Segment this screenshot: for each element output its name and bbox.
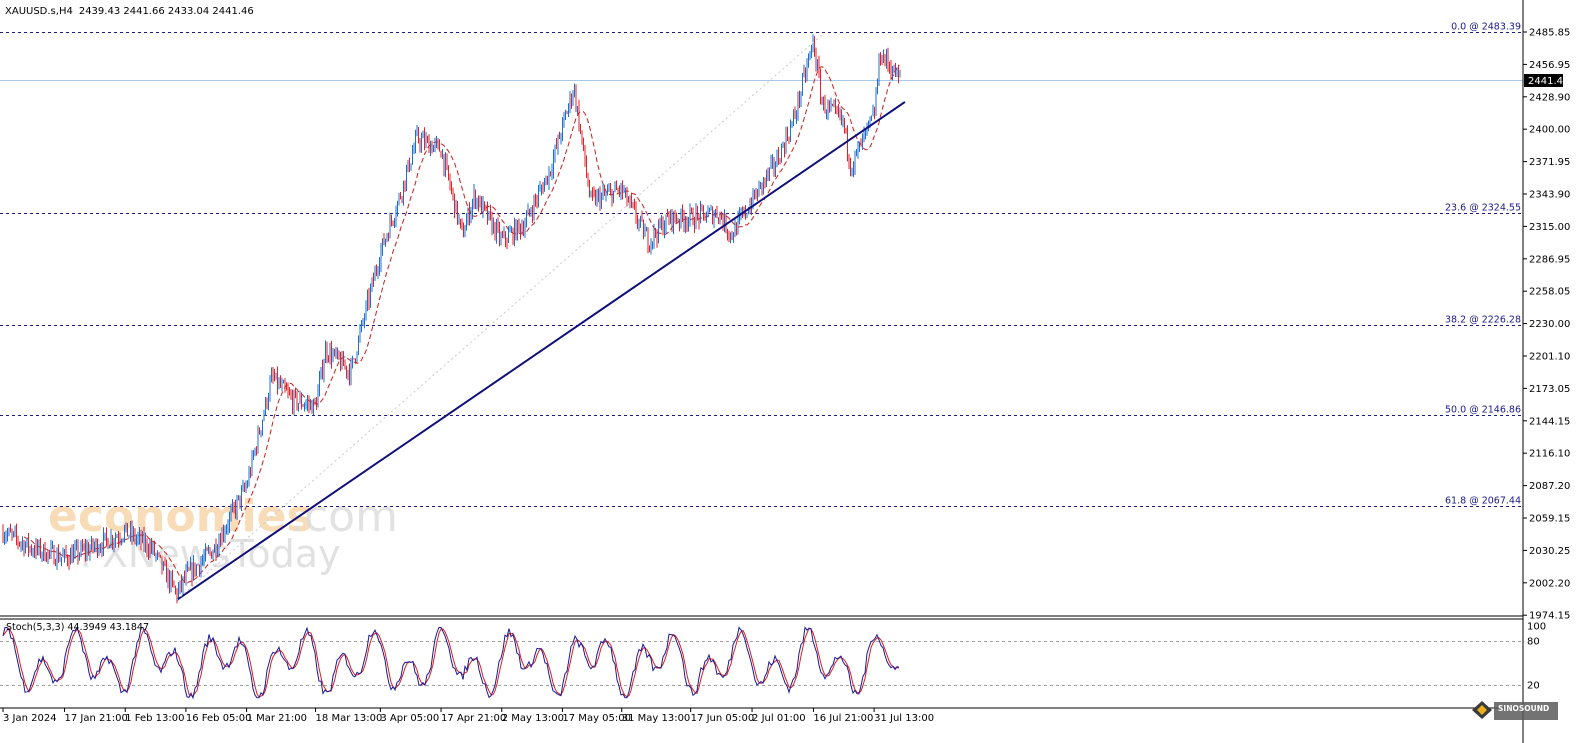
axes (0, 0, 1524, 743)
price-tag-label: 2441.46 (1528, 76, 1569, 87)
stoch-title: Stoch(5,3,3) 44.3949 43.1847 (6, 622, 149, 633)
time-tick-label: 3 Jan 2024 (3, 713, 57, 724)
time-tick-label: 2 May 13:00 (502, 713, 564, 724)
current-price-tag: 2441.46 (1524, 74, 1569, 87)
time-tick-label: 16 Jul 21:00 (813, 713, 873, 724)
moving-average (23, 65, 901, 584)
fib-level-label: 23.6 @ 2324.55 (1445, 203, 1521, 214)
price-tick-label: 2485.85 (1529, 28, 1570, 39)
price-tick-label: 2286.95 (1529, 254, 1570, 265)
time-tick-label: 2 Jul 01:00 (752, 713, 806, 724)
fib-level-label: 0.0 @ 2483.39 (1451, 22, 1521, 33)
watermark: economies .com FXNewsToday (48, 491, 398, 576)
stoch-tick-label: 100 (1527, 622, 1546, 633)
ohlc-label: 2439.43 2441.66 2433.04 2441.46 (79, 6, 254, 17)
time-axis-ticks: 3 Jan 2024 17 Jan 21:001 Feb 13:00 16 Feb … (2, 708, 934, 724)
time-tick-label: 31 Jul 13:00 (874, 713, 934, 724)
price-tick-label: 2059.15 (1529, 514, 1570, 525)
price-tick-label: 2030.25 (1529, 546, 1570, 557)
price-tick-label: 1974.15 (1529, 611, 1570, 622)
price-tick-label: 2230.00 (1529, 319, 1570, 330)
logo-plate (1494, 702, 1558, 720)
stoch-tick-label: 80 (1527, 636, 1540, 647)
time-tick-label: 17 Jan 21:00 (65, 713, 128, 724)
trendline-group (176, 32, 906, 601)
stoch-signal-line (2, 627, 900, 698)
watermark-brand-a: economies (48, 491, 313, 542)
stoch-axis-ticks: 100 80 20 (1527, 622, 1546, 692)
fib-anchor-line (176, 32, 825, 601)
time-tick-label: 3 Apr 05:00 (380, 713, 439, 724)
price-tick-label: 2343.90 (1529, 190, 1570, 201)
price-tick-label: 2116.10 (1529, 449, 1570, 460)
time-tick-label: 1 Feb 13:00 (125, 713, 184, 724)
time-tick-label: 16 Feb 05:00 (186, 713, 252, 724)
moving-average-line (23, 65, 901, 584)
price-tick-label: 2087.20 (1529, 481, 1570, 492)
trendline[interactable] (176, 101, 906, 601)
price-tick-label: 2173.05 (1529, 384, 1570, 395)
price-tick-label: 2002.20 (1529, 578, 1570, 589)
fib-level-label: 61.8 @ 2067.44 (1445, 496, 1521, 507)
time-tick-label: 31 May 13:00 (622, 713, 691, 724)
stoch-main-line (2, 626, 900, 700)
price-axis-ticks: 2485.85 2456.95 2428.90 2400.00 2371.95 2343.… (1523, 28, 1570, 622)
candles (2, 34, 901, 604)
time-tick-label: 17 Jun 05:00 (691, 713, 755, 724)
stoch-levels (0, 641, 1523, 686)
fib-level-label: 50.0 @ 2146.86 (1445, 405, 1521, 416)
price-tick-label: 2201.10 (1529, 352, 1570, 363)
sinosound-logo: SINOSOUND (1472, 701, 1558, 720)
price-tick-label: 2371.95 (1529, 157, 1570, 168)
chart-title: XAUUSD.s,H4 2439.43 2441.66 2433.04 2441.… (5, 6, 254, 17)
price-tick-label: 2428.90 (1529, 92, 1570, 103)
price-tick-label: 2258.05 (1529, 287, 1570, 298)
price-tick-label: 2400.00 (1529, 125, 1570, 136)
logo-text: SINOSOUND (1498, 704, 1549, 713)
stoch-tick-label: 20 (1527, 681, 1540, 692)
time-tick-label: 18 Mar 13:00 (316, 713, 383, 724)
time-tick-label: 1 Mar 21:00 (247, 713, 307, 724)
symbol-label: XAUUSD.s,H4 (5, 6, 73, 17)
time-tick-label: 17 May 05:00 (562, 713, 631, 724)
logo-inner-icon (1477, 705, 1487, 715)
fib-level-label: 38.2 @ 2226.28 (1445, 315, 1521, 326)
price-tick-label: 2144.15 (1529, 416, 1570, 427)
time-tick-label: 17 Apr 21:00 (441, 713, 506, 724)
watermark-brand-b: .com (290, 491, 398, 542)
stochastic-oscillator (2, 626, 900, 700)
price-tick-label: 2456.95 (1529, 60, 1570, 71)
fibonacci-levels: 0.0 @ 2483.39 23.6 @ 2324.55 38.2 @ 2226.2… (0, 22, 1523, 507)
price-tag-box (1524, 74, 1563, 87)
price-tick-label: 2315.00 (1529, 222, 1570, 233)
